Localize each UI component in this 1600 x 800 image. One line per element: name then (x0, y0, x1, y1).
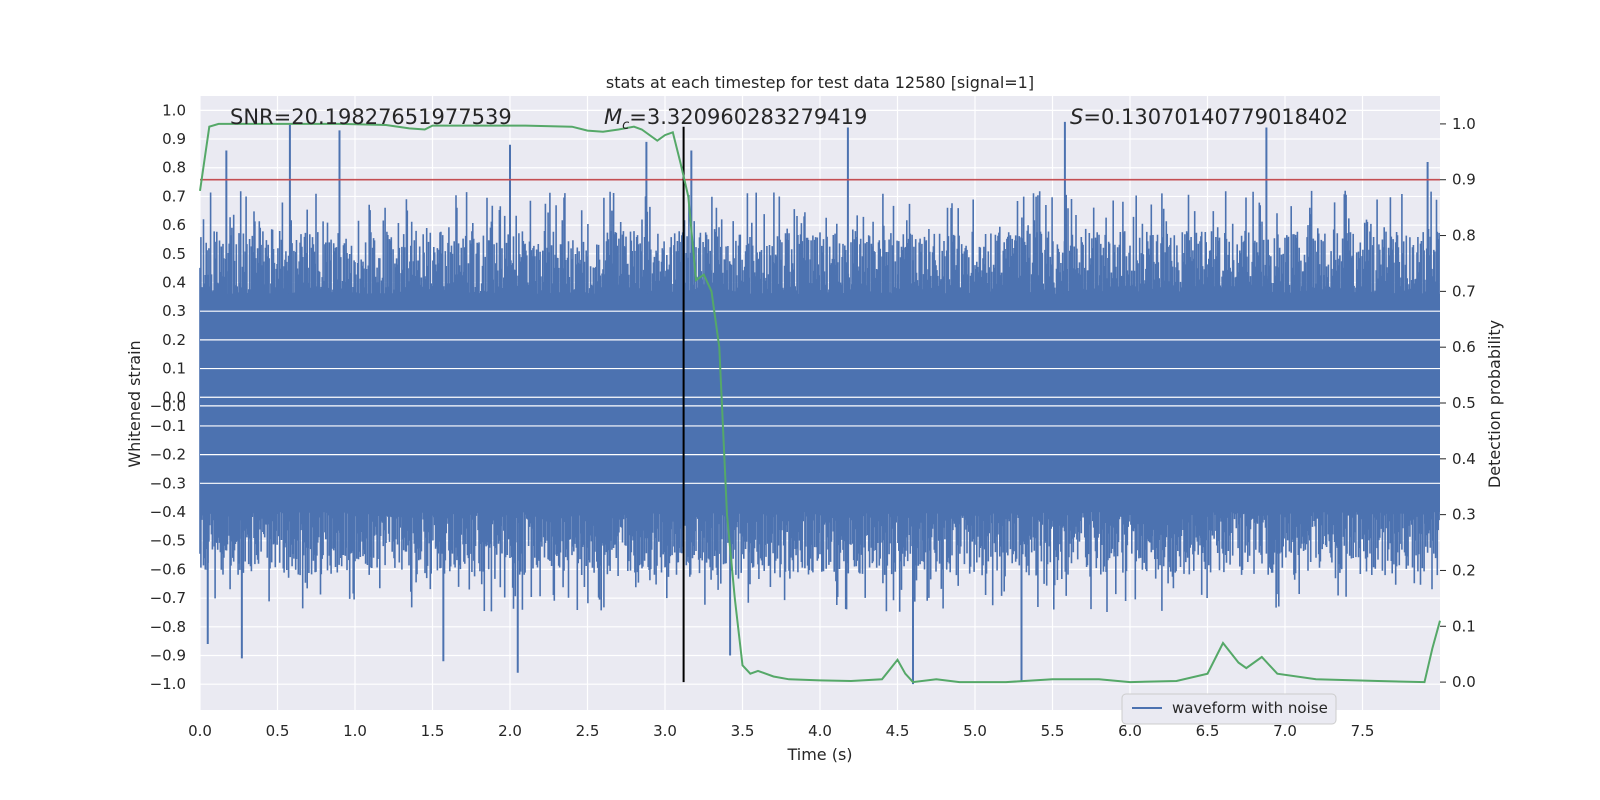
y-left-tick-label: 0.4 (162, 273, 186, 291)
y-left-axis-label: Whitened strain (125, 340, 144, 467)
y-right-tick-label: 0.1 (1452, 617, 1476, 635)
waveform-series (199, 121, 1440, 685)
legend-box (1121, 693, 1337, 725)
legend-label: waveform with noise (1172, 699, 1328, 717)
overlay-lines (199, 122, 1441, 684)
y-left-tick-label: −0.8 (150, 618, 186, 636)
x-tick-label: 5.0 (963, 722, 987, 740)
detection-probability-line (199, 122, 1441, 684)
y-right-tick-label: 0.7 (1452, 282, 1476, 300)
s-symbol: S (1070, 105, 1083, 129)
x-tick-label: 2.0 (498, 722, 522, 740)
y-left-tick-label: 0.3 (162, 302, 186, 320)
y-right-axis-label: Detection probability (1485, 320, 1504, 488)
y-right-tick-label: 0.0 (1452, 673, 1476, 691)
y-left-tick-label: −0.0 (150, 397, 186, 415)
x-tick-label: 1.0 (343, 722, 367, 740)
x-tick-label: 5.5 (1041, 722, 1065, 740)
y-right-tick-label: 0.6 (1452, 338, 1476, 356)
y-left-tick-label: 0.2 (162, 331, 186, 349)
y-left-tick-label: 0.0 (162, 388, 186, 406)
x-tick-label: 6.5 (1196, 722, 1220, 740)
x-tick-label: 6.0 (1118, 722, 1142, 740)
x-tick-label: 3.0 (653, 722, 677, 740)
y-left-tick-label: −0.7 (150, 589, 186, 607)
chirp-mass-subscript: c (622, 118, 629, 133)
y-left-tick-label: 0.5 (162, 245, 186, 263)
x-tick-label: 2.5 (576, 722, 600, 740)
y-left-tick-label: 0.9 (162, 130, 186, 148)
y-left-tick-labels: 1.0 0.9 0.8 0.7 0.6 0.5 0.4 0.3 0.2 0.1 0.0−0.0 −0.… (150, 101, 186, 693)
x-tick-label: 3.5 (731, 722, 755, 740)
y-left-tick-label: 1.0 (162, 101, 186, 119)
y-right-tick-label: 0.5 (1452, 394, 1476, 412)
x-tick-label: 0.0 (188, 722, 212, 740)
y-right-tick-label: 0.2 (1452, 561, 1476, 579)
x-tick-label: 4.5 (886, 722, 910, 740)
y-left-tick-label: −0.1 (150, 417, 186, 435)
y-right-tick-label: 0.8 (1452, 227, 1476, 245)
x-tick-label: 0.5 (266, 722, 290, 740)
s-annotation: S=0.13070140779018402 (1070, 105, 1348, 129)
x-tick-label: 1.5 (421, 722, 445, 740)
waveform-core (200, 293, 1440, 513)
y-right-tick-labels: 1.0 0.9 0.8 0.7 0.6 0.5 0.4 0.3 0.2 0.1 0.0 (1440, 115, 1476, 691)
chart-title: stats at each timestep for test data 125… (606, 73, 1034, 92)
y-left-tick-label: 0.6 (162, 216, 186, 234)
chirp-mass-annotation: Mc=3.320960283279419 (604, 105, 867, 133)
y-left-tick-label: −0.4 (150, 503, 186, 521)
y-left-tick-label: −0.6 (150, 560, 186, 578)
y-left-tick-label: −0.9 (150, 646, 186, 664)
x-tick-label: 7.0 (1273, 722, 1297, 740)
legend: waveform with noise (1121, 693, 1337, 725)
y-right-tick-label: 1.0 (1452, 115, 1476, 133)
y-left-tick-label: −0.5 (150, 532, 186, 550)
y-left-tick-label: −1.0 (150, 675, 186, 693)
y-right-tick-label: 0.4 (1452, 450, 1476, 468)
y-left-tick-label: −0.3 (150, 474, 186, 492)
y-left-tick-label: 0.7 (162, 187, 186, 205)
x-tick-labels: 0.0 0.5 1.0 1.5 2.0 2.5 3.0 3.5 4.0 4.5 5.0 5.5 6.0 6… (188, 722, 1374, 740)
y-left-tick-label: 0.8 (162, 159, 186, 177)
y-left-tick-label: −0.2 (150, 446, 186, 464)
s-value: =0.13070140779018402 (1083, 105, 1348, 129)
chirp-mass-symbol: M (604, 105, 622, 129)
x-axis-label: Time (s) (786, 745, 852, 764)
chirp-mass-value: =3.320960283279419 (629, 105, 867, 129)
snr-annotation: SNR=20.19827651977539 (230, 105, 512, 129)
x-tick-label: 4.0 (808, 722, 832, 740)
y-right-tick-label: 0.3 (1452, 506, 1476, 524)
y-right-tick-label: 0.9 (1452, 171, 1476, 189)
x-tick-label: 7.5 (1351, 722, 1375, 740)
y-left-tick-label: 0.1 (162, 360, 186, 378)
